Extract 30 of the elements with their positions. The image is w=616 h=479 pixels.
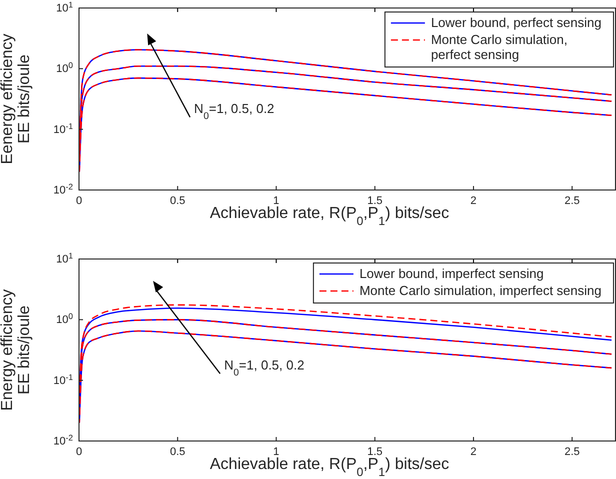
x-tick-label: 0.5 bbox=[170, 446, 186, 458]
y-tick-label: 10$^{0}$ bbox=[56, 60, 74, 76]
x-tick-label: 2.5 bbox=[564, 194, 580, 207]
y-axis-title: Energy efficiency EE bits/joule bbox=[0, 289, 33, 411]
x-axis-title: Achievable rate, R(P$_{0}$,P$_{1}$) bits/sec bbox=[210, 205, 450, 228]
x-tick-label: 2 bbox=[470, 194, 477, 207]
x-tick-label: 0 bbox=[76, 446, 82, 458]
y-tick-label: 10$^{0}$ bbox=[56, 312, 74, 326]
x-axis-title: Achievable rate, R(P$_{0}$,P$_{1}$) bits/sec bbox=[210, 456, 450, 479]
annotation: N$_{0}$=1, 0.5, 0.2 bbox=[194, 101, 274, 122]
x-tick-label: 1.5 bbox=[367, 194, 383, 207]
x-tick-label: 2 bbox=[470, 446, 477, 458]
y-tick-label: 10$^{-1}$ bbox=[53, 121, 74, 136]
legend-label: Lower bound, imperfect sensing bbox=[359, 266, 544, 281]
y-tick-label: 10$^{-1}$ bbox=[53, 372, 74, 387]
y-axis-title: Eenergy efficiency EE bits/joule bbox=[0, 34, 33, 164]
y-tick-label: 10$^{-2}$ bbox=[53, 433, 74, 448]
x-tick-label: 1 bbox=[273, 194, 280, 207]
legend-label: Monte Carlo simulation, imperfect sensing bbox=[359, 283, 602, 298]
y-tick-label: 10$^{1}$ bbox=[56, 0, 74, 15]
x-tick-label: 1 bbox=[273, 446, 280, 458]
x-tick-label: 0.5 bbox=[170, 194, 186, 207]
annotation: N$_{0}$=1, 0.5, 0.2 bbox=[224, 358, 304, 378]
y-tick-label: 10$^{-2}$ bbox=[53, 182, 74, 197]
legend-label: Lower bound, perfect sensing bbox=[430, 15, 602, 30]
x-tick-label: 1.5 bbox=[367, 446, 383, 458]
x-tick-label: 2.5 bbox=[564, 446, 580, 458]
legend-label: Monte Carlo simulation, perfect sensing bbox=[430, 32, 568, 62]
y-tick-label: 10$^{1}$ bbox=[56, 251, 74, 266]
x-tick-label: 0 bbox=[76, 194, 82, 207]
